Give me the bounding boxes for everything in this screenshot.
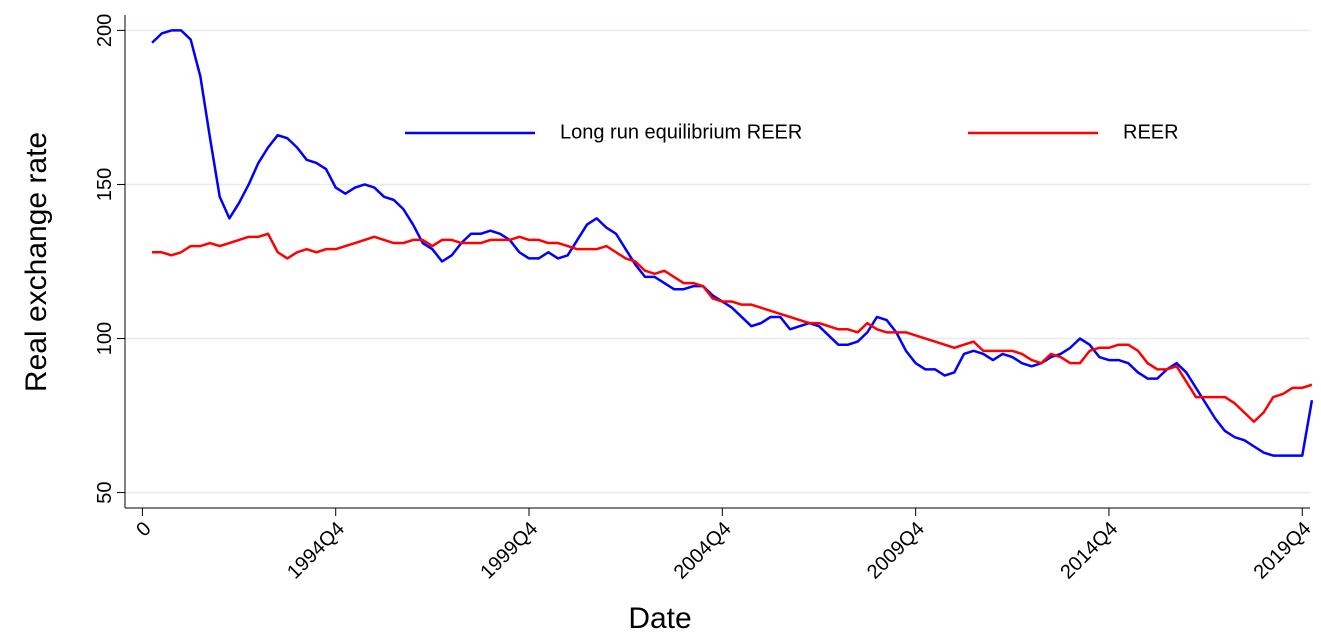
legend-label: Long run equilibrium REER [560,121,802,143]
x-tick-label: 1994Q4 [283,518,349,584]
x-tick-label: 1999Q4 [476,518,542,584]
y-tick-label: 200 [94,14,116,47]
y-tick-label: 50 [94,481,116,503]
series-line [151,29,1314,457]
x-tick-label: 2004Q4 [670,518,736,584]
x-axis-label: Date [628,602,691,635]
y-tick-label: 150 [94,168,116,201]
series-line [152,232,1313,423]
x-tick-label: 2019Q4 [1250,518,1316,584]
legend-label: REER [1123,121,1179,143]
x-tick-label: 0 [132,518,155,541]
x-tick-label: 2014Q4 [1056,518,1122,584]
y-tick-label: 100 [94,322,116,355]
x-tick-label: 2009Q4 [863,518,929,584]
y-axis-label: Real exchange rate [20,132,53,392]
